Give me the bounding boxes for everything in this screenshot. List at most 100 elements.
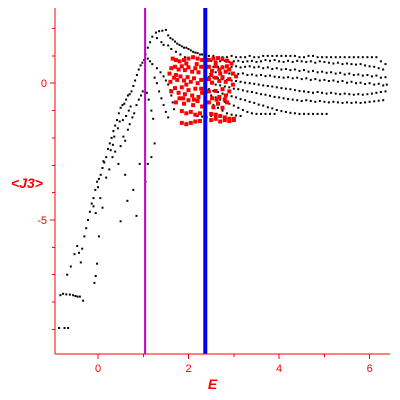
data-point-s0-67 bbox=[117, 162, 120, 165]
data-point-s0-399 bbox=[244, 99, 247, 102]
data-point-s0-35 bbox=[112, 130, 115, 133]
data-point-s1-68 bbox=[227, 89, 232, 94]
data-point-s0-217 bbox=[318, 60, 321, 63]
data-point-s1-40 bbox=[188, 79, 193, 84]
data-point-s0-366 bbox=[273, 95, 276, 98]
data-point-s0-396 bbox=[230, 95, 233, 98]
data-point-s0-135 bbox=[170, 94, 173, 97]
data-point-s1-8 bbox=[206, 58, 211, 62]
data-point-s0-61 bbox=[93, 281, 96, 284]
data-point-s0-242 bbox=[253, 66, 256, 69]
data-point-s0-355 bbox=[223, 85, 226, 88]
data-point-s1-20 bbox=[186, 65, 191, 70]
data-point-s0-151 bbox=[150, 156, 153, 159]
data-point-s1-99 bbox=[218, 119, 223, 124]
data-point-s0-202 bbox=[250, 59, 253, 62]
data-point-s0-398 bbox=[239, 98, 242, 101]
data-point-s0-285 bbox=[269, 74, 271, 77]
data-point-s0-131 bbox=[162, 75, 165, 78]
data-point-s0-3 bbox=[59, 294, 62, 297]
data-point-s0-221 bbox=[336, 61, 339, 64]
data-point-s1-37 bbox=[178, 74, 183, 79]
data-point-s0-422 bbox=[228, 102, 231, 105]
data-point-s0-342 bbox=[343, 92, 346, 95]
data-point-s0-305 bbox=[359, 81, 362, 84]
data-point-s0-341 bbox=[339, 93, 342, 96]
data-point-s0-23 bbox=[90, 202, 93, 205]
data-point-s0-410 bbox=[293, 112, 296, 115]
data-point-s0-416 bbox=[321, 112, 324, 115]
data-point-s0-66 bbox=[114, 150, 117, 153]
data-point-s1-36 bbox=[175, 77, 180, 82]
data-point-s0-205 bbox=[264, 59, 267, 61]
data-point-s0-293 bbox=[305, 77, 308, 80]
data-point-s1-65 bbox=[217, 94, 222, 99]
data-point-s0-332 bbox=[298, 89, 301, 92]
data-point-s0-379 bbox=[332, 100, 335, 103]
data-point-s0-421 bbox=[223, 100, 226, 103]
x-tick-label-2: 4 bbox=[276, 363, 282, 375]
data-point-s0-40 bbox=[121, 104, 124, 107]
data-point-s0-434 bbox=[212, 104, 215, 107]
data-point-s0-113 bbox=[192, 50, 195, 53]
data-point-s0-57 bbox=[101, 206, 104, 209]
data-point-s1-102 bbox=[231, 118, 236, 123]
data-point-s0-55 bbox=[97, 186, 99, 189]
data-point-s0-407 bbox=[280, 110, 283, 113]
data-point-s0-137 bbox=[173, 108, 176, 111]
data-point-s0-49 bbox=[137, 68, 140, 71]
data-point-s0-89 bbox=[126, 199, 129, 202]
data-point-s0-60 bbox=[94, 275, 97, 277]
data-point-s0-218 bbox=[323, 60, 326, 63]
data-point-s1-107 bbox=[225, 64, 229, 69]
data-point-s0-359 bbox=[241, 89, 244, 92]
data-point-s1-74 bbox=[195, 99, 200, 103]
data-point-s0-74 bbox=[116, 127, 119, 130]
data-point-s0-404 bbox=[266, 106, 269, 109]
data-point-s0-255 bbox=[312, 69, 314, 72]
data-point-s0-425 bbox=[241, 109, 244, 111]
data-point-s0-405 bbox=[271, 107, 274, 110]
data-point-s0-170 bbox=[284, 54, 287, 57]
data-point-s0-234 bbox=[217, 65, 219, 68]
data-point-s0-367 bbox=[278, 96, 281, 99]
data-point-s0-362 bbox=[255, 92, 258, 95]
data-point-s0-7 bbox=[72, 294, 75, 297]
data-point-s0-50 bbox=[139, 64, 142, 67]
data-point-s0-111 bbox=[187, 48, 190, 50]
data-point-s0-0 bbox=[58, 327, 61, 329]
data-point-s0-401 bbox=[253, 101, 256, 104]
data-point-s0-384 bbox=[355, 101, 357, 104]
data-point-s0-36 bbox=[114, 124, 117, 127]
data-point-s0-299 bbox=[332, 79, 335, 82]
data-point-s0-219 bbox=[327, 61, 330, 64]
data-point-s1-3 bbox=[182, 58, 186, 62]
data-point-s0-172 bbox=[293, 54, 296, 57]
data-point-s0-8 bbox=[74, 295, 77, 297]
data-point-s1-95 bbox=[193, 119, 198, 124]
data-point-s0-39 bbox=[119, 106, 122, 109]
data-point-s0-195 bbox=[219, 60, 222, 63]
data-point-s1-35 bbox=[172, 75, 177, 80]
data-point-s1-64 bbox=[213, 88, 218, 93]
data-point-s0-391 bbox=[207, 88, 210, 91]
data-point-s0-245 bbox=[266, 66, 269, 69]
data-point-s0-146 bbox=[147, 98, 150, 101]
data-point-s0-223 bbox=[346, 62, 348, 65]
data-point-s0-14 bbox=[73, 253, 76, 256]
data-point-s0-24 bbox=[92, 197, 95, 200]
data-point-s0-90 bbox=[135, 214, 138, 217]
data-point-s0-374 bbox=[309, 100, 312, 102]
data-point-s0-100 bbox=[161, 29, 164, 32]
data-point-s0-82 bbox=[131, 116, 134, 119]
data-point-s0-68 bbox=[119, 145, 122, 148]
data-point-s0-437 bbox=[226, 112, 228, 115]
data-point-s0-306 bbox=[364, 83, 367, 85]
x-tick-label-3: 6 bbox=[367, 363, 373, 375]
data-point-s1-59 bbox=[193, 86, 198, 91]
data-point-s0-386 bbox=[364, 101, 367, 104]
data-point-s0-6 bbox=[68, 293, 71, 296]
data-point-s0-189 bbox=[370, 56, 373, 59]
data-point-s1-86 bbox=[209, 111, 214, 116]
data-point-s1-28 bbox=[217, 67, 222, 72]
